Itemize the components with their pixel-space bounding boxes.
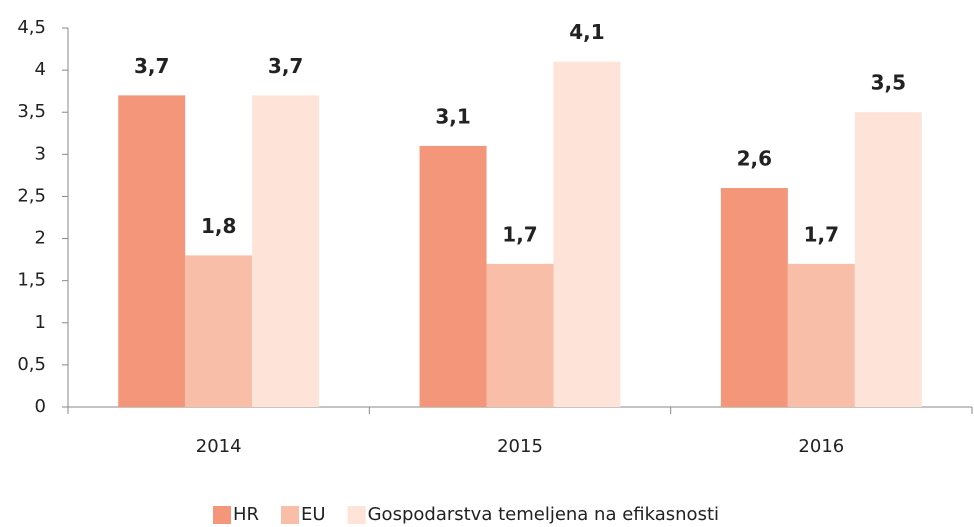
value-label: 1,7 [502,222,537,246]
legend-swatch [213,506,231,524]
bar [118,95,186,407]
y-tick-label: 1 [35,312,46,333]
legend-label: EU [301,504,326,525]
legend-label: Gospodarstva temeljena na efikasnosti [368,504,719,525]
value-label: 3,7 [134,54,169,78]
value-label: 3,1 [435,104,470,128]
y-tick-label: 2,5 [17,185,46,206]
y-tick-label: 2 [35,228,46,249]
legend-swatch [281,506,300,524]
y-tick-label: 0 [35,396,46,417]
y-tick-label: 4,5 [17,17,46,38]
value-label: 2,6 [737,147,772,171]
x-tick-label: 2014 [196,436,242,457]
value-label: 1,7 [804,222,839,246]
legend-swatch [347,506,366,524]
legend-label: HR [233,504,259,525]
bar [419,145,487,407]
value-label: 1,8 [201,214,236,238]
y-tick-label: 0,5 [17,354,46,375]
y-tick-label: 4 [35,59,46,80]
bar [787,263,855,407]
x-tick-label: 2015 [497,436,543,457]
value-label: 4,1 [569,20,604,44]
y-tick-label: 3,5 [17,101,46,122]
x-tick-label: 2016 [798,436,844,457]
bar [252,95,320,407]
value-label: 3,7 [268,54,303,78]
bar [185,255,253,407]
bar [854,112,922,407]
y-tick-label: 3 [35,143,46,164]
bar [553,61,621,407]
bar [720,188,788,407]
y-tick-label: 1,5 [17,270,46,291]
value-label: 3,5 [871,71,906,95]
bar [486,263,554,407]
